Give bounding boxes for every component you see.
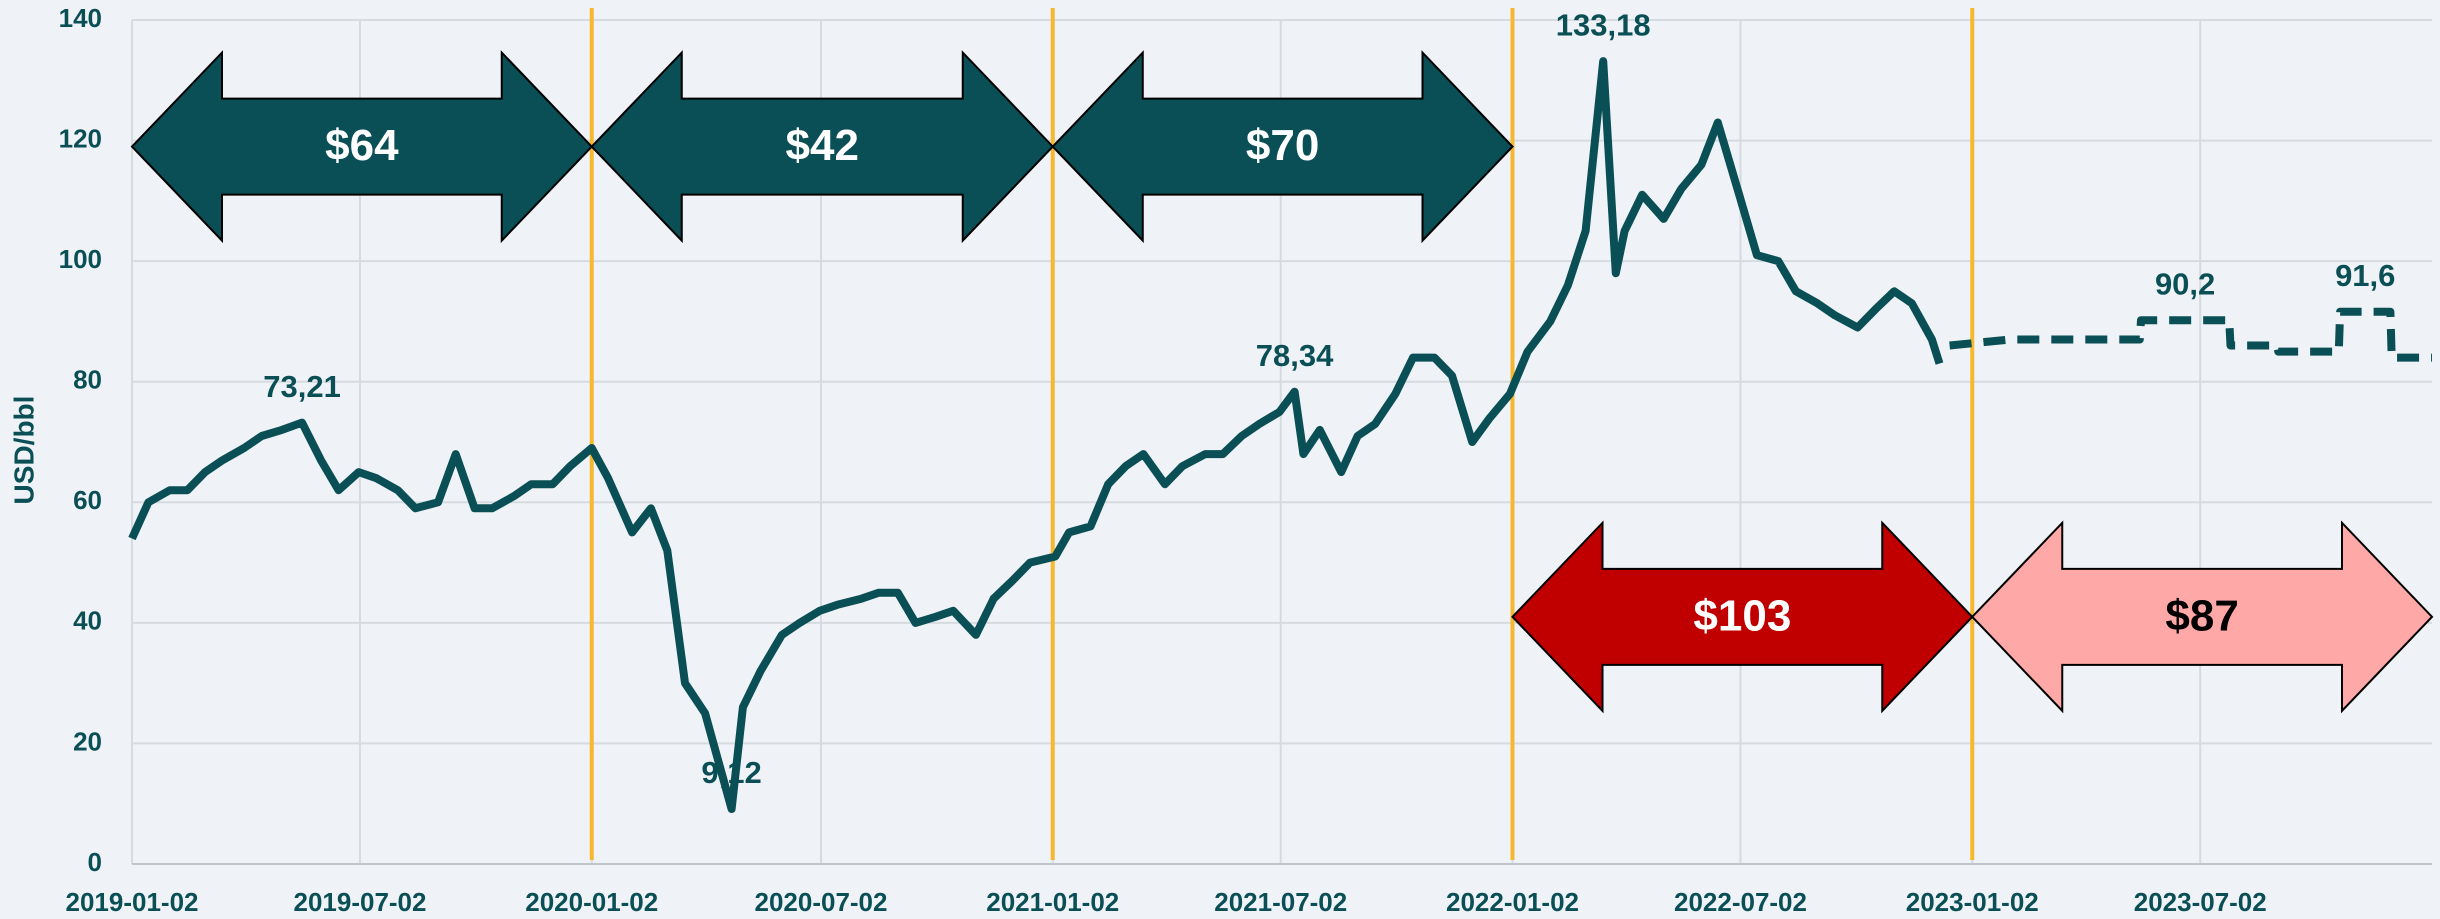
- y-tick-label: 0: [88, 847, 102, 877]
- y-tick-label: 20: [73, 726, 102, 756]
- average-arrow: [1051, 50, 1514, 244]
- y-tick-label: 120: [59, 123, 102, 153]
- x-tick-label: 2019-01-02: [66, 887, 199, 917]
- x-tick-label: 2023-07-02: [2134, 887, 2267, 917]
- y-tick-label: 60: [73, 485, 102, 515]
- y-tick-label: 100: [59, 244, 102, 274]
- price-line: [128, 57, 1944, 813]
- x-tick-label: 2023-01-02: [1906, 887, 2039, 917]
- point-label: 9,12: [701, 755, 761, 790]
- price-line: [1949, 307, 2432, 362]
- y-tick-label: 140: [59, 3, 102, 33]
- y-axis-title: USD/bbl: [8, 396, 39, 505]
- x-tick-label: 2020-07-02: [754, 887, 887, 917]
- point-label: 78,34: [1256, 338, 1334, 373]
- average-label: $42: [786, 121, 859, 170]
- x-tick-label: 2019-07-02: [293, 887, 426, 917]
- point-label: 73,21: [263, 369, 341, 404]
- x-tick-label: 2022-01-02: [1446, 887, 1579, 917]
- x-tick-label: 2021-01-02: [986, 887, 1119, 917]
- y-tick-label: 80: [73, 365, 102, 395]
- average-label: $103: [1693, 591, 1791, 640]
- x-tick-label: 2021-07-02: [1214, 887, 1347, 917]
- average-label: $87: [2165, 591, 2238, 640]
- point-label: 91,6: [2335, 258, 2395, 293]
- x-tick-label: 2022-07-02: [1674, 887, 1807, 917]
- average-arrow: [1970, 520, 2434, 714]
- x-tick-label: 2020-01-02: [525, 887, 658, 917]
- point-label: 133,18: [1556, 7, 1651, 42]
- y-tick-label: 40: [73, 606, 102, 636]
- average-label: $64: [325, 121, 399, 170]
- average-label: $70: [1246, 121, 1319, 170]
- point-label: 90,2: [2155, 266, 2215, 301]
